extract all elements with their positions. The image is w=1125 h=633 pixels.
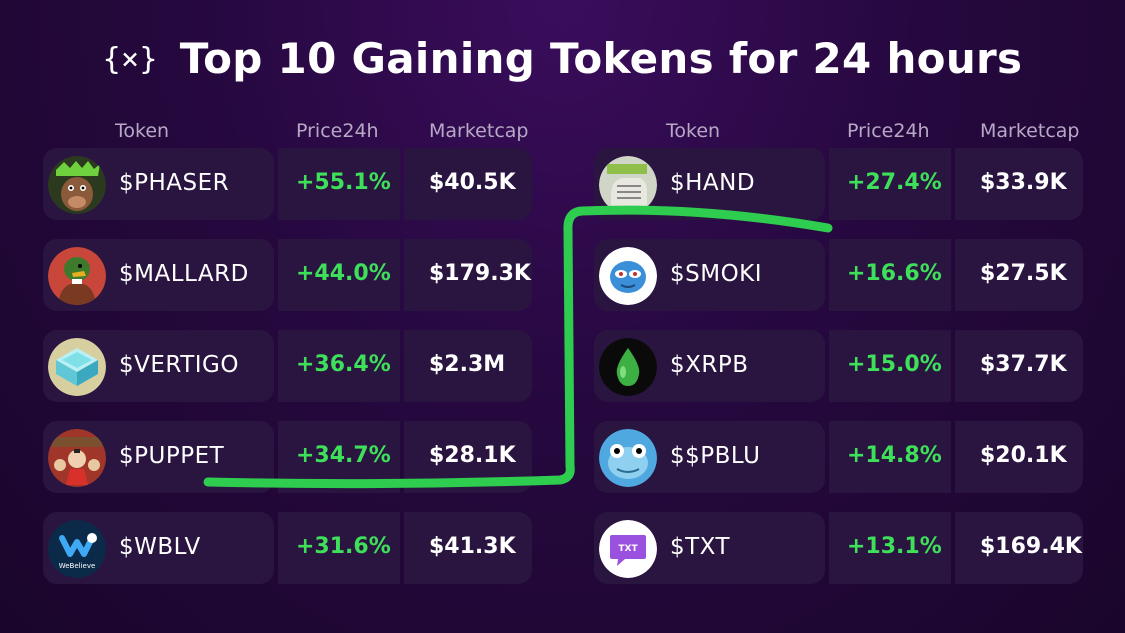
token-price-change: +55.1% xyxy=(296,170,391,195)
row-cell-bg xyxy=(955,148,1083,220)
token-price-change: +15.0% xyxy=(847,352,942,377)
token-marketcap: $179.3K xyxy=(429,261,531,286)
hand-avatar-icon xyxy=(599,156,657,214)
token-marketcap: $40.5K xyxy=(429,170,516,195)
token-marketcap: $41.3K xyxy=(429,534,516,559)
token-marketcap: $20.1K xyxy=(980,443,1067,468)
header-token: Token xyxy=(115,120,170,142)
token-marketcap: $2.3M xyxy=(429,352,506,377)
token-name: $HAND xyxy=(670,170,756,196)
bull-avatar-icon xyxy=(48,156,106,214)
token-price-change: +34.7% xyxy=(296,443,391,468)
cube-avatar-icon xyxy=(48,338,106,396)
webelieve-logo-text: WeBelieve xyxy=(59,562,96,570)
token-name: $TXT xyxy=(670,534,731,560)
token-price-change: +36.4% xyxy=(296,352,391,377)
txt-logo-text: TXT xyxy=(618,544,638,554)
token-name: $VERTIGO xyxy=(119,352,239,378)
row-cell-bg xyxy=(955,239,1083,311)
token-marketcap: $169.4K xyxy=(980,534,1082,559)
row-cell-bg xyxy=(955,421,1083,493)
token-name: $WBLV xyxy=(119,534,201,560)
txt-chat-icon: TXT xyxy=(599,520,657,578)
token-name: $SMOKI xyxy=(670,261,763,287)
x-logo-icon: {×} xyxy=(102,42,158,77)
header-marketcap: Marketcap xyxy=(980,120,1080,142)
token-name: $XRPB xyxy=(670,352,749,378)
token-name: $MALLARD xyxy=(119,261,249,287)
token-marketcap: $37.7K xyxy=(980,352,1067,377)
header-token: Token xyxy=(666,120,721,142)
token-price-change: +14.8% xyxy=(847,443,942,468)
token-marketcap: $28.1K xyxy=(429,443,516,468)
token-name: $PUPPET xyxy=(119,443,225,469)
token-marketcap: $27.5K xyxy=(980,261,1067,286)
token-price-change: +31.6% xyxy=(296,534,391,559)
webelieve-logo-icon: WeBelieve xyxy=(48,520,106,578)
row-cell-bg xyxy=(829,330,951,402)
token-name: $$PBLU xyxy=(670,443,761,469)
token-price-change: +27.4% xyxy=(847,170,942,195)
row-cell-bg xyxy=(829,148,951,220)
token-price-change: +13.1% xyxy=(847,534,942,559)
duck-avatar-icon xyxy=(48,247,106,305)
row-cell-bg xyxy=(955,512,1083,584)
page-title: {×} Top 10 Gaining Tokens for 24 hours xyxy=(0,34,1125,83)
droplet-icon xyxy=(599,338,657,396)
row-cell-bg xyxy=(829,421,951,493)
frog-avatar-icon xyxy=(599,429,657,487)
row-cell-bg xyxy=(829,512,951,584)
row-cell-bg xyxy=(404,512,532,584)
token-marketcap: $33.9K xyxy=(980,170,1067,195)
row-cell-bg xyxy=(829,239,951,311)
header-price24h: Price24h xyxy=(847,120,930,142)
token-price-change: +44.0% xyxy=(296,261,391,286)
header-marketcap: Marketcap xyxy=(429,120,529,142)
row-cell-bg xyxy=(278,512,400,584)
title-text: Top 10 Gaining Tokens for 24 hours xyxy=(179,34,1023,83)
row-cell-bg xyxy=(955,330,1083,402)
token-name: $PHASER xyxy=(119,170,230,196)
puppet-avatar-icon xyxy=(48,429,106,487)
smoki-avatar-icon xyxy=(599,247,657,305)
header-price24h: Price24h xyxy=(296,120,379,142)
token-price-change: +16.6% xyxy=(847,261,942,286)
